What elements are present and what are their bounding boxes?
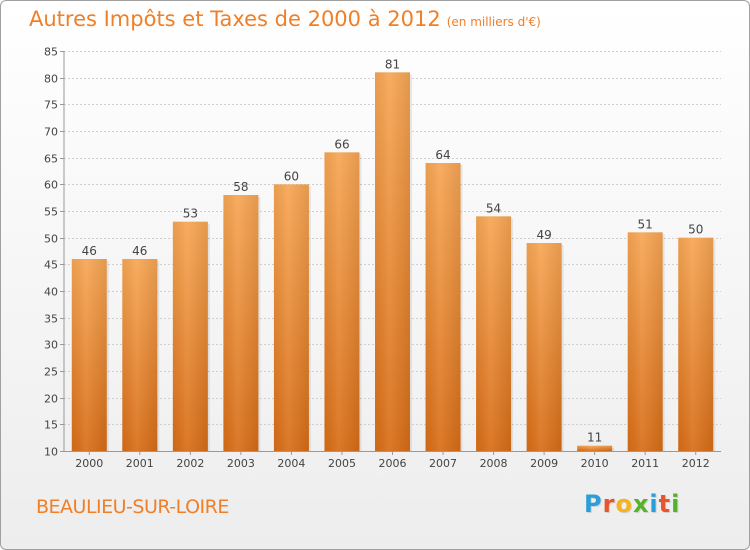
- x-tick-label: 2001: [126, 457, 154, 470]
- x-axis: 2000 2001 2002 2003 2004 2005 2006 2007 2008 2009…: [64, 451, 721, 470]
- y-tick-label: 15: [44, 419, 58, 432]
- bar-value-label: 49: [536, 228, 551, 242]
- y-tick-label: 75: [44, 99, 58, 112]
- y-tick-label: 35: [44, 313, 58, 326]
- bar-value-label: 58: [233, 180, 248, 194]
- logo-letter: x: [632, 490, 650, 518]
- bar-shade: [678, 237, 714, 451]
- bar-value-label: 60: [284, 169, 299, 183]
- bar-shade: [375, 72, 410, 451]
- x-tick-label: 2000: [75, 457, 103, 470]
- bar-value-label: 11: [587, 431, 602, 445]
- logo-letter: P: [584, 490, 603, 518]
- bar-value-label: 51: [638, 217, 653, 231]
- bar-shade: [172, 221, 208, 451]
- y-tick-label: 25: [44, 366, 58, 379]
- y-tick-label: 85: [44, 46, 58, 59]
- logo-letter: t: [658, 490, 672, 518]
- chart-unit: (en milliers d'€): [446, 15, 541, 29]
- y-tick-label: 40: [44, 286, 58, 299]
- bar-value-label: 66: [334, 137, 349, 151]
- y-axis: 10 15 20 25 30 35 40 45 50 55 60 65 70 75 80 85: [44, 46, 65, 459]
- bar-shade: [71, 259, 107, 451]
- logo-letter: i: [671, 490, 681, 518]
- proxiti-logo[interactable]: Proxiti: [584, 490, 680, 518]
- bar-shade: [273, 184, 309, 452]
- chart-title-text: Autres Impôts et Taxes de 2000 à 2012: [29, 7, 441, 31]
- x-tick-label: 2007: [429, 457, 457, 470]
- bar-shade: [122, 259, 158, 451]
- y-tick-label: 80: [44, 73, 58, 86]
- commune-name: BEAULIEU-SUR-LOIRE: [36, 496, 229, 518]
- bar-shade: [577, 445, 613, 451]
- bar-shade: [627, 232, 663, 451]
- y-tick-label: 45: [44, 259, 58, 272]
- bar-value-label: 81: [385, 57, 400, 71]
- chart-title: Autres Impôts et Taxes de 2000 à 2012 (en…: [29, 7, 541, 31]
- y-tick-label: 20: [44, 393, 58, 406]
- bar-shade: [324, 152, 360, 452]
- y-tick-label: 70: [44, 126, 58, 139]
- bar-shade: [425, 163, 461, 451]
- bar-value-label: 54: [486, 201, 501, 215]
- x-tick-label: 2009: [530, 457, 558, 470]
- y-tick-label: 65: [44, 153, 58, 166]
- x-tick-label: 2005: [328, 457, 356, 470]
- bar-shade: [223, 195, 259, 451]
- bar-value-label: 53: [183, 207, 198, 221]
- x-tick-label: 2010: [581, 457, 609, 470]
- x-tick-label: 2004: [277, 457, 305, 470]
- x-tick-label: 2011: [631, 457, 659, 470]
- logo-letter: r: [602, 490, 616, 518]
- bar-value-label: 46: [132, 244, 147, 258]
- y-tick-label: 55: [44, 206, 58, 219]
- y-tick-label: 30: [44, 339, 58, 352]
- y-tick-label: 60: [44, 179, 58, 192]
- bar-value-label: 64: [435, 148, 450, 162]
- y-tick-label: 10: [44, 446, 58, 459]
- logo-letter: o: [615, 490, 633, 518]
- bar-shade: [476, 216, 512, 451]
- y-tick-label: 50: [44, 233, 58, 246]
- bar-value-label: 46: [82, 244, 97, 258]
- x-tick-label: 2002: [176, 457, 204, 470]
- x-tick-label: 2008: [480, 457, 508, 470]
- x-tick-label: 2012: [682, 457, 710, 470]
- x-tick-label: 2003: [227, 457, 255, 470]
- bars: 46 46 53 58 60 66 81 64 54 49 11 51 50: [71, 57, 716, 452]
- bar-shade: [526, 243, 562, 451]
- x-tick-label: 2006: [379, 457, 407, 470]
- logo-letter: i: [649, 490, 659, 518]
- bar-value-label: 50: [688, 223, 703, 237]
